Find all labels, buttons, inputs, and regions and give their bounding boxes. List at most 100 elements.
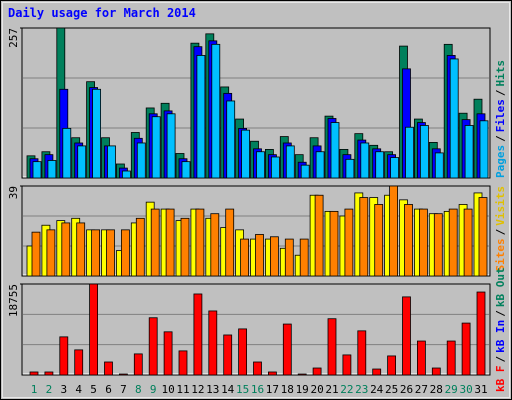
bar (330, 122, 340, 179)
bar (46, 229, 56, 277)
bar (404, 204, 413, 277)
bar (180, 217, 190, 277)
bar (479, 120, 489, 179)
bar (59, 336, 69, 376)
x-tick-label: 6 (105, 383, 112, 396)
bar (238, 328, 248, 376)
bar (375, 151, 385, 179)
legend-entry: Sites (494, 238, 507, 271)
bar (312, 367, 322, 376)
bar (241, 129, 251, 179)
bar (345, 158, 355, 179)
bar (372, 368, 382, 376)
x-tick-label: 4 (75, 383, 82, 396)
bar (151, 116, 161, 179)
bar (181, 161, 191, 179)
x-tick-label: 1 (31, 383, 38, 396)
legend-entry: kB Out (494, 267, 507, 307)
x-tick-label: 19 (296, 383, 309, 396)
bar (193, 293, 203, 376)
x-tick-label: 24 (370, 383, 384, 396)
bar (196, 55, 206, 179)
bar (91, 229, 100, 277)
x-tick-label: 17 (266, 383, 279, 396)
bar (256, 151, 265, 179)
bar (389, 185, 399, 277)
x-tick-label: 3 (60, 383, 67, 396)
bar (402, 296, 411, 376)
x-tick-label: 16 (251, 383, 264, 396)
bar (107, 145, 116, 179)
x-tick-label: 11 (176, 383, 189, 396)
bar (342, 354, 352, 376)
bar (405, 126, 414, 179)
bar (135, 217, 145, 277)
bar (315, 151, 325, 179)
bar (431, 367, 441, 376)
x-tick-label: 29 (445, 383, 458, 396)
bar (92, 88, 101, 179)
panel (21, 283, 491, 376)
legend-separator: / (494, 228, 507, 235)
bar (29, 371, 39, 376)
bar (44, 371, 54, 376)
bar (47, 160, 57, 179)
bar (150, 208, 160, 277)
x-tick-label: 9 (150, 383, 157, 396)
bar (461, 322, 471, 376)
bar (61, 222, 71, 277)
bar (133, 353, 143, 376)
x-tick-label: 13 (206, 383, 219, 396)
bar (104, 361, 113, 376)
legend-entry: kB In (494, 320, 507, 353)
x-tick-label: 15 (236, 383, 249, 396)
x-tick-label: 26 (400, 383, 413, 396)
x-tick-label: 20 (310, 383, 323, 396)
x-tick-label: 2 (46, 383, 53, 396)
x-tick-label: 22 (340, 383, 353, 396)
bar (416, 340, 426, 376)
chart-title: Daily usage for March 2014 (8, 6, 196, 20)
legend-entry: Visits (494, 186, 507, 226)
bar (344, 208, 354, 277)
legend-entry: Files (494, 99, 507, 132)
bar (314, 194, 324, 277)
bar (208, 310, 218, 376)
bar (282, 323, 292, 376)
x-tick-label: 5 (90, 383, 97, 396)
bar (434, 152, 444, 179)
y-tick-label: 39 (7, 186, 20, 199)
x-tick-label: 31 (474, 383, 487, 396)
bar (119, 373, 128, 376)
legend-separator: / (494, 135, 507, 142)
x-tick-label: 18 (281, 383, 294, 396)
bar (223, 334, 233, 376)
bar (297, 373, 307, 376)
bar (226, 100, 236, 179)
bar (267, 371, 277, 376)
bar (419, 125, 429, 179)
x-tick-label: 12 (191, 383, 204, 396)
bar (210, 213, 220, 277)
legend: Sites / Visits (494, 186, 507, 272)
bar (446, 340, 456, 376)
bar (374, 204, 384, 277)
bar (211, 43, 221, 179)
x-tick-label: 30 (459, 383, 472, 396)
bar (136, 142, 146, 179)
bar (31, 231, 41, 277)
bar (433, 213, 443, 277)
bar (89, 283, 98, 376)
bar (77, 145, 87, 179)
x-tick-label: 7 (120, 383, 127, 396)
bar (360, 142, 370, 179)
bar (62, 127, 72, 179)
bar (106, 229, 115, 277)
bar (448, 208, 458, 277)
bar (148, 317, 158, 376)
bar (240, 238, 250, 277)
bar (463, 208, 473, 277)
legend-separator: / (494, 356, 507, 363)
